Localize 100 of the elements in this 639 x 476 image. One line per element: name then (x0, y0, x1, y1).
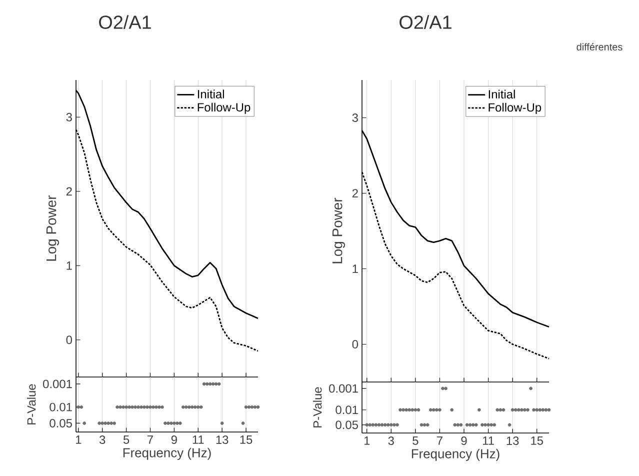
point (169, 422, 173, 425)
point (146, 405, 149, 409)
point (256, 405, 260, 409)
point (426, 423, 430, 427)
point (398, 408, 402, 412)
point (374, 423, 378, 427)
y-tick-label: 0.01 (50, 402, 72, 412)
point (158, 405, 161, 409)
point (142, 405, 146, 409)
point (181, 405, 185, 409)
point (76, 405, 80, 409)
point (486, 423, 490, 427)
point (166, 422, 170, 425)
point (498, 408, 502, 412)
point (380, 423, 384, 427)
point (459, 423, 463, 427)
point (247, 405, 251, 409)
point (202, 382, 206, 386)
point (154, 405, 158, 409)
y-tick-label: 0 (66, 336, 72, 344)
point (508, 423, 512, 427)
point (477, 408, 481, 412)
point (160, 405, 164, 409)
point (434, 408, 438, 412)
point (392, 423, 396, 427)
y-axis-title: Log Power (46, 195, 59, 261)
point (112, 422, 116, 425)
point (396, 423, 399, 427)
point (453, 423, 457, 427)
point (118, 405, 122, 409)
y-tick-label: 1 (352, 264, 358, 273)
x-axis-title: Frequency (Hz) (123, 448, 211, 460)
point (82, 422, 86, 425)
point (130, 405, 134, 409)
point (187, 405, 191, 409)
x-tick-label: 5 (123, 436, 130, 444)
point (404, 408, 408, 412)
point (190, 405, 194, 409)
point (535, 408, 539, 412)
point (432, 408, 436, 412)
point (523, 408, 526, 412)
point (416, 408, 420, 412)
point (140, 405, 143, 409)
point (98, 422, 102, 425)
point (211, 382, 215, 386)
x-tick-label: 3 (388, 436, 394, 445)
point (410, 408, 414, 412)
point (496, 408, 500, 412)
x-axis-title: Frequency (Hz) (412, 448, 500, 461)
y-tick-label: 3 (66, 112, 72, 122)
point (532, 408, 536, 412)
y-tick-label: 0 (352, 340, 358, 348)
x-tick-label: 15 (531, 436, 544, 445)
point (377, 423, 381, 427)
y-tick-label: 0.001 (329, 384, 358, 393)
legend-label: Initial (488, 90, 515, 98)
y-tick-label: 2 (66, 187, 72, 196)
x-tick-label: 9 (461, 436, 467, 445)
point (148, 405, 152, 409)
point (516, 408, 520, 412)
point (520, 408, 524, 412)
point (250, 405, 254, 409)
point (193, 405, 197, 409)
y-axis-title: Log Power (332, 198, 345, 264)
point (124, 405, 128, 409)
y-axis-title: P-Value (312, 387, 322, 428)
point (438, 408, 442, 412)
point (386, 423, 390, 427)
point (205, 382, 209, 386)
x-tick-label: 9 (171, 436, 177, 444)
y-tick-label: 0.05 (336, 420, 358, 430)
point (253, 405, 257, 409)
point (480, 423, 484, 427)
point (389, 423, 393, 427)
point (184, 405, 188, 409)
x-tick-label: 7 (437, 436, 442, 445)
x-tick-label: 11 (192, 436, 204, 444)
point (128, 405, 131, 409)
point (134, 405, 137, 409)
point (428, 408, 432, 412)
point (526, 408, 530, 412)
point (241, 422, 245, 425)
point (365, 423, 369, 427)
point (217, 382, 221, 386)
point (196, 405, 200, 409)
point (465, 423, 469, 427)
point (484, 423, 487, 427)
point (541, 408, 545, 412)
point (441, 386, 444, 390)
x-tick-label: 15 (240, 436, 252, 444)
x-tick-label: 3 (99, 436, 106, 444)
point (371, 423, 375, 427)
point (420, 423, 424, 427)
y-tick-label: 0.001 (43, 380, 72, 388)
point (106, 422, 110, 425)
chart-title: O2/A1 (99, 15, 151, 29)
point (471, 423, 475, 427)
x-tick-label: 13 (506, 436, 519, 445)
x-tick-label: 13 (216, 436, 228, 444)
point (492, 423, 496, 427)
